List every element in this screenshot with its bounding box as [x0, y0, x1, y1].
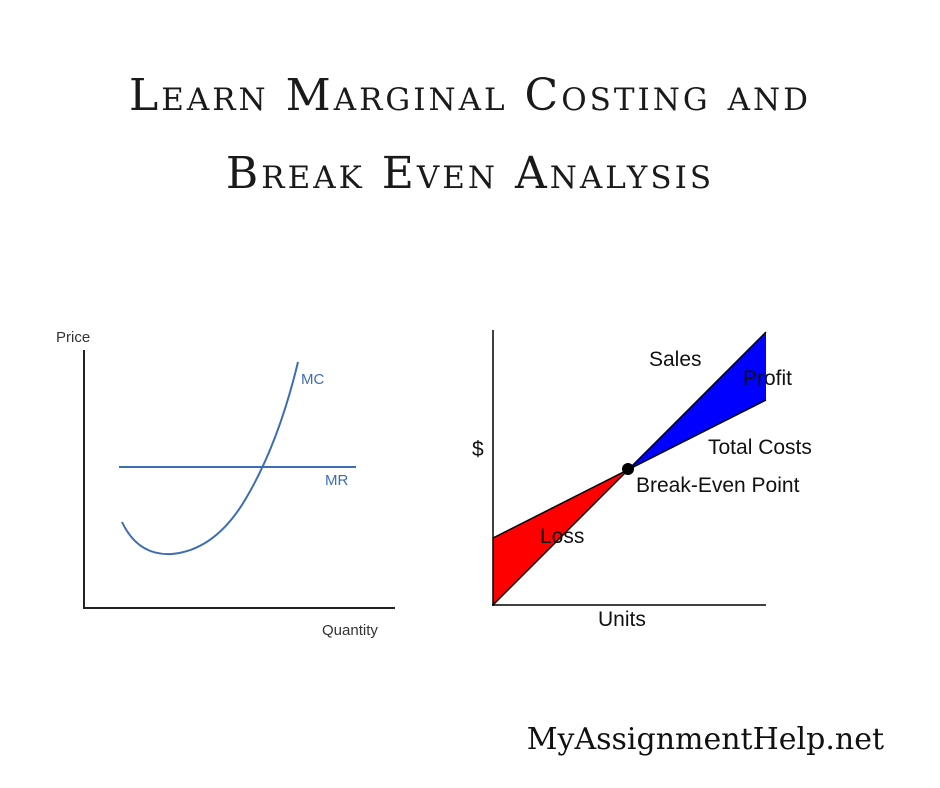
profit-label: Profit: [743, 367, 792, 390]
dollar-axis-label: $: [472, 438, 484, 461]
break-even-point: [622, 463, 634, 475]
price-axis-label: Price: [56, 329, 90, 346]
mc-label: MC: [301, 371, 324, 388]
total-costs-label: Total Costs: [708, 436, 812, 459]
mr-label: MR: [325, 472, 348, 489]
site-name: MyAssignmentHelp.net: [526, 722, 884, 757]
loss-label: Loss: [540, 525, 584, 548]
break-even-label: Break-Even Point: [636, 474, 800, 497]
sales-label: Sales: [649, 348, 702, 371]
quantity-axis-label: Quantity: [322, 622, 378, 639]
page-title-line-2: Break Even Analysis: [225, 148, 715, 199]
page-title-line-1: Learn Marginal Costing and: [128, 70, 812, 121]
units-axis-label: Units: [598, 608, 646, 631]
marginal-cost-diagram: Price Quantity MC MR: [56, 329, 395, 639]
break-even-diagram: $ Units Sales Profit Total Costs Break-E…: [472, 330, 812, 631]
mc-curve: [121, 361, 299, 556]
